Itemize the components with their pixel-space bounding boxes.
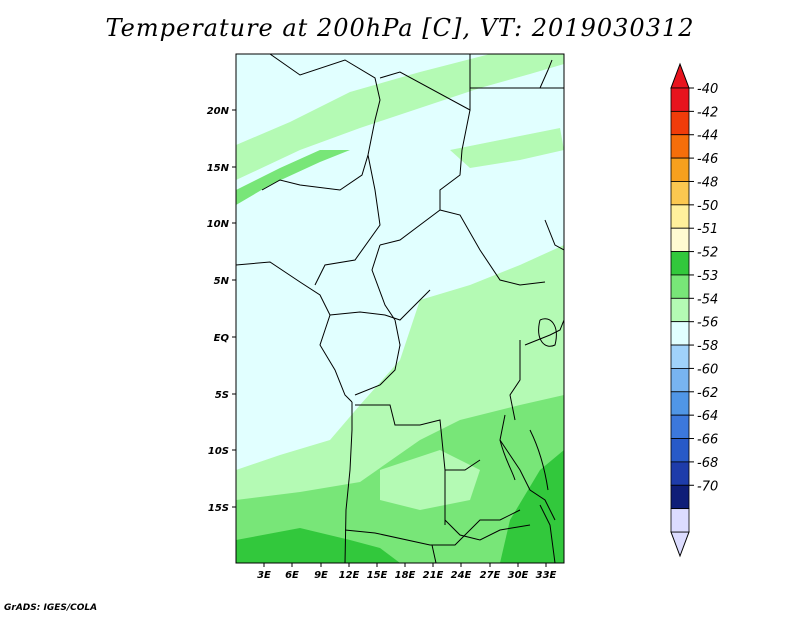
- colorbar-label: -50: [697, 199, 718, 214]
- lon-label-6e: 6E: [285, 570, 299, 581]
- lake-mweru: [499, 439, 516, 481]
- colorbar-swatch: [670, 438, 690, 463]
- boundaries: [236, 54, 564, 563]
- colorbar-swatch: [670, 321, 690, 346]
- lat-label-eq: EQ: [214, 333, 230, 344]
- colorbar-swatch: [670, 508, 690, 533]
- colorbar-swatch: [670, 227, 690, 252]
- colorbar-swatch: [670, 297, 690, 323]
- lon-label-12e: 12E: [339, 570, 360, 581]
- colorbar-swatch: [670, 461, 690, 486]
- border-ethiopia: [544, 219, 564, 251]
- lon-ticks: [263, 563, 547, 567]
- lon-label-3e: 3E: [257, 570, 271, 581]
- border-libya-egypt: [469, 54, 564, 89]
- lon-label-24e: 24E: [451, 570, 472, 581]
- lon-label-33e: 33E: [536, 570, 557, 581]
- border-congo-south: [354, 319, 401, 396]
- colorbar: -40 -42 -44 -46 -48 -50 -51 -52 -53 -54 -56 -58 -60 -…: [670, 62, 718, 558]
- lat-label-10n: 10N: [207, 219, 230, 230]
- colorbar-swatch: [670, 344, 690, 369]
- lat-label-10s: 10S: [208, 446, 229, 457]
- border-zambia-south: [444, 519, 531, 541]
- colorbar-label: -56: [697, 316, 718, 331]
- colorbar-label: -66: [697, 433, 718, 448]
- colorbar-label: -70: [697, 479, 718, 494]
- border-chad-sudan: [379, 109, 471, 246]
- map-frame: [235, 53, 565, 564]
- lat-label-5s: 5S: [215, 390, 229, 401]
- colorbar-label: -40: [697, 82, 718, 97]
- temperature-field: [236, 54, 564, 563]
- lat-label-15n: 15N: [207, 163, 230, 174]
- border-car-west: [371, 244, 396, 321]
- colorbar-swatch: [670, 87, 690, 112]
- colorbar-label: -64: [697, 409, 718, 424]
- border-congo-north: [329, 289, 431, 321]
- colorbar-swatch: [670, 181, 690, 206]
- colorbar-swatch: [670, 391, 690, 416]
- border-mozambique: [539, 504, 556, 563]
- field-south-dark-east: [500, 450, 564, 563]
- colorbar-swatch: [670, 204, 690, 229]
- lon-label-15e: 15E: [367, 570, 388, 581]
- colorbar-label: -53: [697, 269, 718, 284]
- border-north-1: [261, 54, 381, 191]
- field-band-north-east: [450, 128, 564, 168]
- colorbar-label: -58: [697, 339, 718, 354]
- border-uganda: [524, 319, 564, 346]
- coastline-southwest: [344, 402, 353, 563]
- coastline-west: [236, 261, 353, 403]
- credit-text: GrADS: IGES/COLA: [4, 603, 98, 613]
- field-south-dark-west: [236, 528, 400, 563]
- colorbar-swatch: [670, 414, 690, 439]
- chart-title: Temperature at 200hPa [C], VT: 201903031…: [105, 14, 695, 42]
- colorbar-label: -44: [697, 129, 718, 144]
- lake-tanganyika-shore: [509, 340, 521, 421]
- lat-ticks: [232, 109, 236, 508]
- colorbar-label: -51: [697, 222, 718, 237]
- field-patch-angola: [380, 450, 480, 510]
- border-botswana: [431, 544, 437, 563]
- lat-labels: 20N 15N 10N 5N EQ 5S 10S 15S: [207, 106, 230, 514]
- colorbar-label: -54: [697, 292, 718, 307]
- field-band-north: [236, 54, 564, 180]
- colorbar-top-arrow: [670, 62, 690, 89]
- lon-label-21e: 21E: [423, 570, 444, 581]
- lon-label-27e: 27E: [480, 570, 501, 581]
- border-cameroon: [314, 154, 381, 286]
- coast-red-sea: [539, 59, 553, 89]
- colorbar-label: -52: [697, 246, 718, 261]
- colorbar-label: -46: [697, 152, 718, 167]
- colorbar-swatch: [670, 274, 690, 299]
- lon-label-9e: 9E: [314, 570, 328, 581]
- colorbar-swatch: [670, 368, 690, 393]
- colorbar-label: -60: [697, 362, 718, 377]
- colorbar-swatch: [670, 251, 690, 276]
- colorbar-swatch: [670, 134, 690, 159]
- colorbar-label: -62: [697, 386, 718, 401]
- colorbar-label: -42: [697, 105, 718, 120]
- lon-label-30e: 30E: [508, 570, 529, 581]
- colorbar-swatch: [670, 110, 690, 136]
- border-angola-namibia: [344, 509, 521, 546]
- colorbar-bottom-arrow: [670, 531, 690, 558]
- colorbar-label: -48: [697, 175, 718, 190]
- colorbar-swatch: [670, 157, 690, 182]
- border-car-sudan: [439, 209, 546, 286]
- lat-label-20n: 20N: [207, 106, 230, 117]
- lat-label-15s: 15S: [208, 503, 229, 514]
- lake-victoria: [538, 318, 557, 347]
- colorbar-label: -68: [697, 456, 718, 471]
- border-angola-drc: [355, 404, 481, 471]
- colorbar-swatch: [670, 484, 690, 510]
- lat-label-5n: 5N: [214, 276, 230, 287]
- lon-labels: 3E 6E 9E 12E 15E 18E 21E 24E 27E 30E 33E: [257, 570, 556, 581]
- lake-malawi: [529, 429, 549, 491]
- lon-label-18e: 18E: [395, 570, 416, 581]
